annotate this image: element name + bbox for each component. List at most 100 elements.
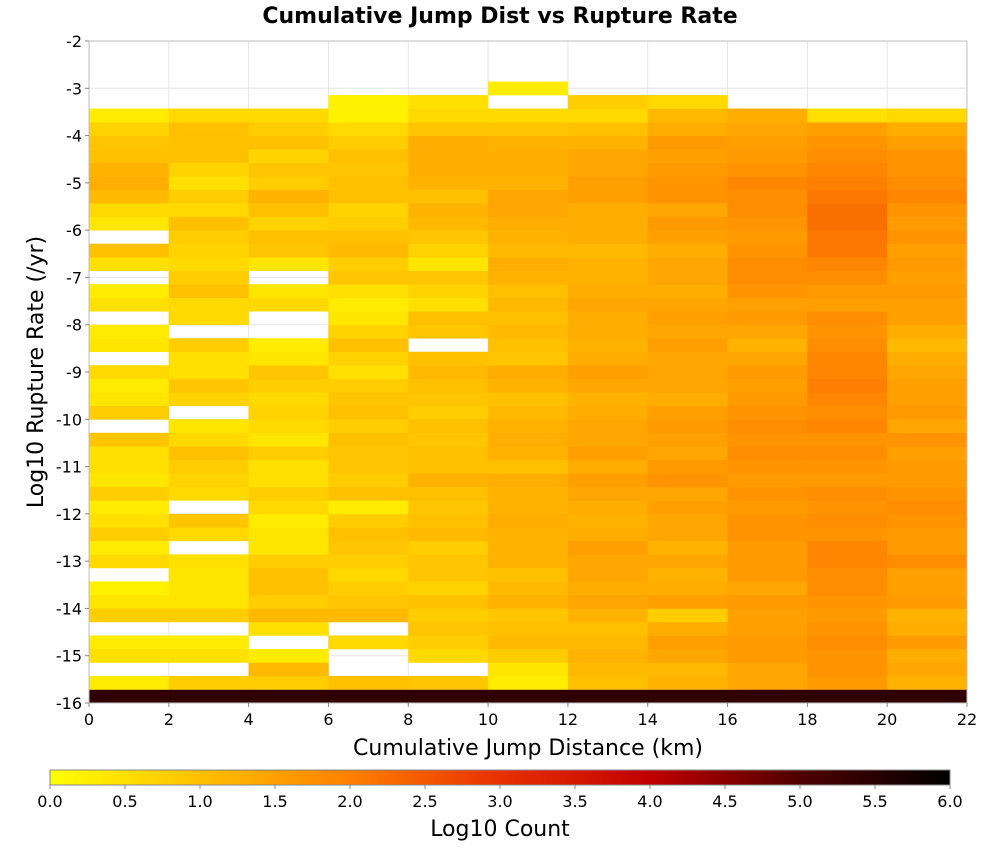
heatmap-cell [89,554,170,569]
heatmap-cell [328,675,409,690]
heatmap-cell [807,149,888,163]
colorbar-tick-label: 2.5 [412,792,437,811]
heatmap-cell [488,365,569,380]
x-tick-label: 22 [957,710,977,729]
heatmap-cell [567,284,649,299]
heatmap-cell [567,473,649,488]
heatmap-cell [567,230,649,244]
heatmap-cell [89,635,170,650]
heatmap-cell [887,527,968,542]
heatmap-cell [887,108,968,123]
heatmap-cell [168,243,249,258]
heatmap-cell [887,635,968,650]
heatmap-cell [488,243,569,258]
heatmap-cell [328,540,409,555]
heatmap-cell [168,567,249,582]
heatmap-cell [807,675,888,690]
heatmap-cell [727,338,808,353]
heatmap-cell [328,500,409,515]
heatmap-cell [328,635,409,650]
heatmap-cell [168,689,249,704]
heatmap-cell [727,392,808,407]
heatmap-cell [408,284,489,299]
heatmap-cell [328,108,409,123]
heatmap-cell [887,203,968,217]
y-tick-label: -12 [56,505,82,524]
heatmap-cell [887,594,968,609]
y-tick-label: -9 [66,363,82,382]
heatmap-cell [807,365,888,380]
heatmap-cell [328,554,409,569]
heatmap-cell [408,608,489,623]
colorbar-tick-label: 6.0 [937,792,962,811]
heatmap-cell [328,149,409,163]
heatmap-cell [567,108,649,123]
heatmap-cell [727,162,808,177]
heatmap-cell [567,662,649,677]
heatmap-cell [248,540,329,555]
heatmap-cell [168,351,249,366]
heatmap-cell [647,230,728,244]
heatmap-cell [328,311,409,326]
heatmap-cell [727,446,808,461]
heatmap-cell [328,216,409,231]
heatmap-cell [89,486,170,501]
heatmap-cell [248,567,329,582]
heatmap-cell [727,513,808,528]
heatmap-cell [807,203,888,217]
heatmap-cell [408,270,489,285]
heatmap-cell [328,230,409,244]
heatmap-cell [328,324,409,339]
y-tick-label: -7 [66,268,82,287]
x-axis-label: Cumulative Jump Distance (km) [353,736,703,761]
heatmap-cell [567,540,649,555]
x-tick-label: 12 [558,710,578,729]
heatmap-cell [328,338,409,353]
heatmap-cell [408,108,489,123]
heatmap-cell [727,203,808,217]
heatmap-cell [647,527,728,542]
heatmap-cell [647,297,728,312]
heatmap-cell [408,365,489,380]
heatmap-cell [647,189,728,204]
heatmap-cell [488,621,569,636]
heatmap-cell [727,581,808,596]
heatmap-cell [89,527,170,542]
heatmap-cell [488,338,569,353]
heatmap-cell [168,594,249,609]
heatmap-cell [727,243,808,258]
heatmap-cell [248,486,329,501]
heatmap-cell [647,351,728,366]
heatmap-cell [887,311,968,326]
heatmap-cell [248,297,329,312]
heatmap-cell [168,162,249,177]
heatmap-cell [727,459,808,474]
colorbar-tick-label: 3.5 [562,792,587,811]
heatmap-cell [567,648,649,663]
y-tick-label: -15 [56,647,82,666]
heatmap-cell [328,284,409,299]
heatmap-cell [408,149,489,163]
heatmap-cell [567,324,649,339]
heatmap-cell [887,648,968,663]
heatmap-cell [408,567,489,582]
heatmap-cell [248,378,329,393]
heatmap-cell [807,567,888,582]
chart-title: Cumulative Jump Dist vs Rupture Rate [262,4,737,29]
heatmap-cell [727,230,808,244]
heatmap-cell [887,162,968,177]
heatmap-cell [567,311,649,326]
heatmap-cell [328,365,409,380]
heatmap-cell [887,297,968,312]
heatmap-cell [567,216,649,231]
heatmap-cell [647,378,728,393]
heatmap-cell [887,378,968,393]
heatmap-cell [89,392,170,407]
colorbar-tick-label: 2.0 [337,792,362,811]
heatmap-cell [248,500,329,515]
heatmap-cell [248,162,329,177]
heatmap-cell [727,432,808,447]
heatmap-cell [328,446,409,461]
heatmap-cell [887,270,968,285]
x-tick-label: 0 [84,710,94,729]
